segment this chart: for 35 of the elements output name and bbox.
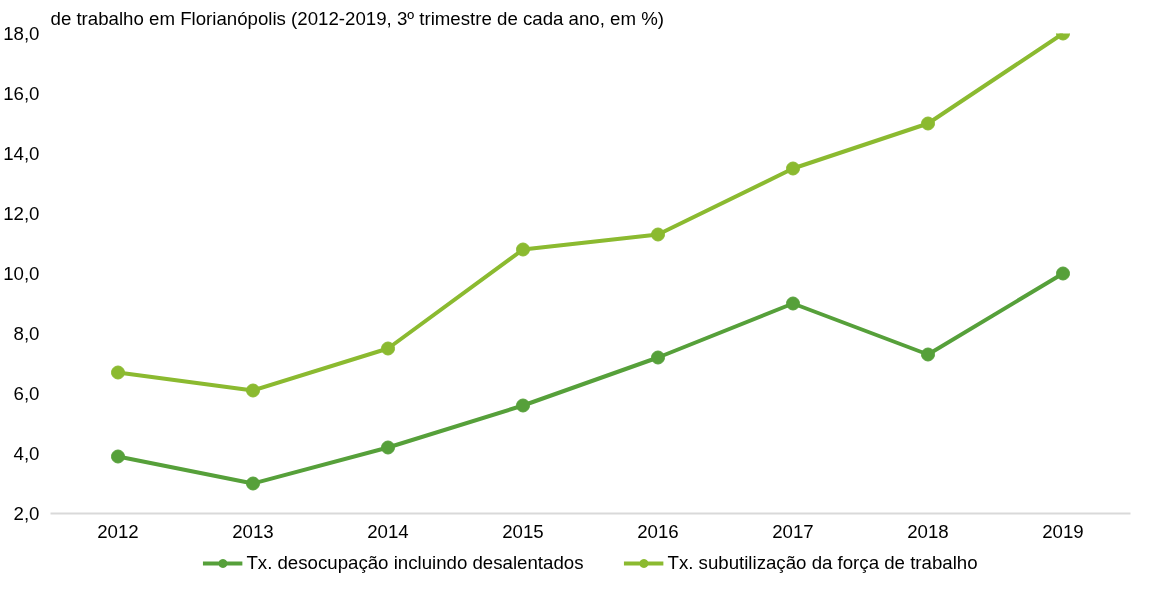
point xyxy=(921,116,935,131)
x-tick-label: 2015 xyxy=(502,520,544,542)
point xyxy=(516,242,530,257)
x-tick-label: 2016 xyxy=(637,520,679,542)
x-tick-label: 2019 xyxy=(1042,520,1084,542)
y-tick-label: 14,0 xyxy=(3,143,40,164)
legend-label: Tx. subutilização da força de trabalho xyxy=(667,551,978,574)
y-tick-label: 2,0 xyxy=(13,503,40,524)
point xyxy=(1056,266,1070,281)
point xyxy=(246,383,260,398)
y-tick-label: 16,0 xyxy=(3,83,40,104)
point xyxy=(381,440,395,455)
point xyxy=(786,296,800,311)
y-tick-label: 4,0 xyxy=(13,443,40,464)
point xyxy=(111,449,125,464)
point xyxy=(651,227,665,242)
x-tick-label: 2014 xyxy=(367,520,409,542)
y-tick-label: 8,0 xyxy=(13,323,40,344)
point xyxy=(246,476,260,491)
point xyxy=(381,341,395,356)
x-tick-label: 2017 xyxy=(772,520,814,542)
x-tick-label: 2012 xyxy=(97,520,139,542)
point xyxy=(651,350,665,365)
y-tick-label: 6,0 xyxy=(13,383,40,404)
point xyxy=(516,398,530,413)
point xyxy=(921,347,935,362)
legend-label: Tx. desocupação incluindo desalentados xyxy=(246,551,584,574)
x-tick-label: 2018 xyxy=(907,520,949,542)
chart-title: de trabalho em Florianópolis (2012-2019, 3º trimestre de cada ano, em %) xyxy=(50,7,664,29)
y-tick-label: 12,0 xyxy=(3,203,40,224)
point xyxy=(111,365,125,380)
y-tick-label: 10,0 xyxy=(3,263,40,284)
x-tick-label: 2013 xyxy=(232,520,274,542)
point xyxy=(786,161,800,176)
y-tick-label: 18,0 xyxy=(3,23,40,44)
